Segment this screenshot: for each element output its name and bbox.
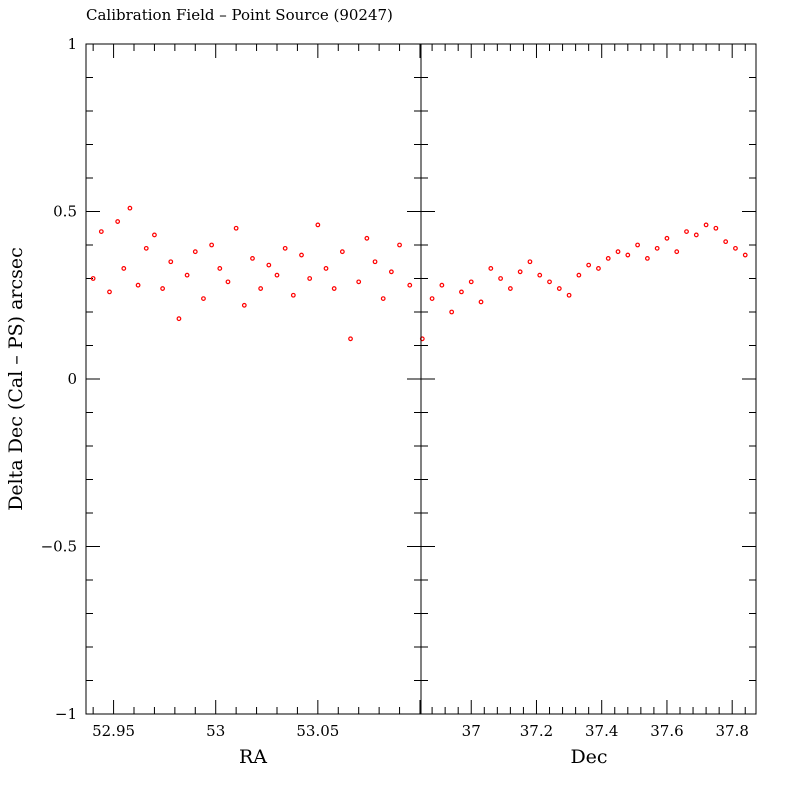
data-point (693, 232, 699, 238)
y-axis-label: Delta Dec (Cal – PS) arcsec (5, 247, 27, 511)
data-point (407, 282, 413, 288)
data-point (90, 276, 96, 281)
data-point (331, 286, 337, 291)
x-axis-label-ra: RA (239, 746, 267, 768)
x-tick-label: 37.6 (650, 722, 683, 740)
data-point (635, 242, 640, 248)
data-point (556, 286, 562, 291)
data-point (439, 282, 445, 288)
x-tick-label: 37.4 (585, 722, 618, 740)
data-point (615, 249, 621, 255)
data-point (517, 269, 523, 275)
data-point (459, 289, 464, 295)
data-point (733, 245, 738, 251)
data-point (323, 266, 329, 271)
x-tick-label: 37.2 (520, 722, 553, 740)
left-panel-frame (85, 43, 422, 715)
data-point (176, 316, 182, 322)
data-point (507, 286, 513, 291)
data-point (713, 225, 719, 231)
data-point (488, 266, 494, 271)
data-point (356, 279, 362, 285)
data-point (160, 286, 166, 291)
data-point (266, 262, 272, 268)
data-point (241, 302, 247, 308)
data-point (299, 252, 304, 258)
y-tick-label: −1 (55, 705, 77, 723)
data-point (217, 266, 223, 271)
data-point (315, 222, 321, 228)
x-tick-label: 52.95 (92, 722, 135, 740)
data-point (258, 286, 264, 291)
x-tick-label: 37.8 (715, 722, 748, 740)
data-point (372, 259, 378, 265)
data-point (98, 229, 104, 235)
data-point (664, 235, 670, 241)
data-point (168, 259, 174, 265)
data-point (348, 336, 353, 342)
data-point (209, 242, 215, 248)
data-point (250, 256, 255, 261)
data-point (703, 222, 709, 228)
data-point (596, 266, 601, 271)
y-tick-label: −0.5 (41, 538, 77, 556)
data-point (723, 239, 729, 245)
data-point (527, 259, 533, 265)
right-panel-frame (420, 43, 757, 715)
data-point (307, 276, 313, 281)
data-point (364, 235, 370, 241)
data-point (397, 242, 402, 248)
data-point (498, 276, 503, 281)
y-tick-label: 1 (67, 35, 77, 53)
data-point (201, 296, 206, 302)
data-point (547, 279, 552, 285)
x-axis-label-dec: Dec (570, 746, 607, 768)
data-point (143, 245, 149, 251)
data-point (135, 282, 141, 288)
y-tick-label: 0 (67, 370, 77, 388)
data-point (449, 309, 455, 315)
x-tick-label: 53.05 (296, 722, 339, 740)
data-point (127, 205, 133, 211)
data-point (107, 289, 112, 295)
data-point (654, 245, 660, 251)
data-point (605, 256, 611, 261)
data-point (192, 249, 198, 255)
data-points (90, 205, 748, 342)
data-point (586, 262, 592, 268)
data-point (152, 232, 157, 238)
data-point (290, 292, 296, 298)
data-point (184, 272, 190, 278)
data-point (339, 249, 345, 255)
data-point (429, 296, 435, 302)
data-point (468, 279, 474, 285)
data-point (388, 269, 394, 275)
data-point (742, 252, 748, 258)
data-point (121, 266, 127, 271)
data-point (576, 272, 582, 278)
data-point (625, 252, 631, 258)
data-point (380, 296, 386, 302)
data-point (684, 229, 689, 235)
data-point (478, 299, 484, 305)
data-point (282, 245, 288, 251)
data-point (674, 249, 680, 255)
x-tick-label: 37 (462, 722, 481, 740)
x-tick-label: 53 (206, 722, 225, 740)
data-point (644, 256, 650, 261)
chart-title: Calibration Field – Point Source (90247) (86, 6, 393, 24)
data-point (566, 292, 572, 298)
data-point (233, 225, 239, 231)
y-tick-label: 0.5 (53, 203, 77, 221)
data-point (225, 279, 231, 285)
tick-labels: −1 −0.5 0 0.5 1 52.95 53 53.05 37 37.2 37.4 37.6 37.… (41, 35, 749, 740)
data-point (537, 272, 543, 278)
data-point (115, 219, 121, 224)
data-point (274, 272, 280, 278)
